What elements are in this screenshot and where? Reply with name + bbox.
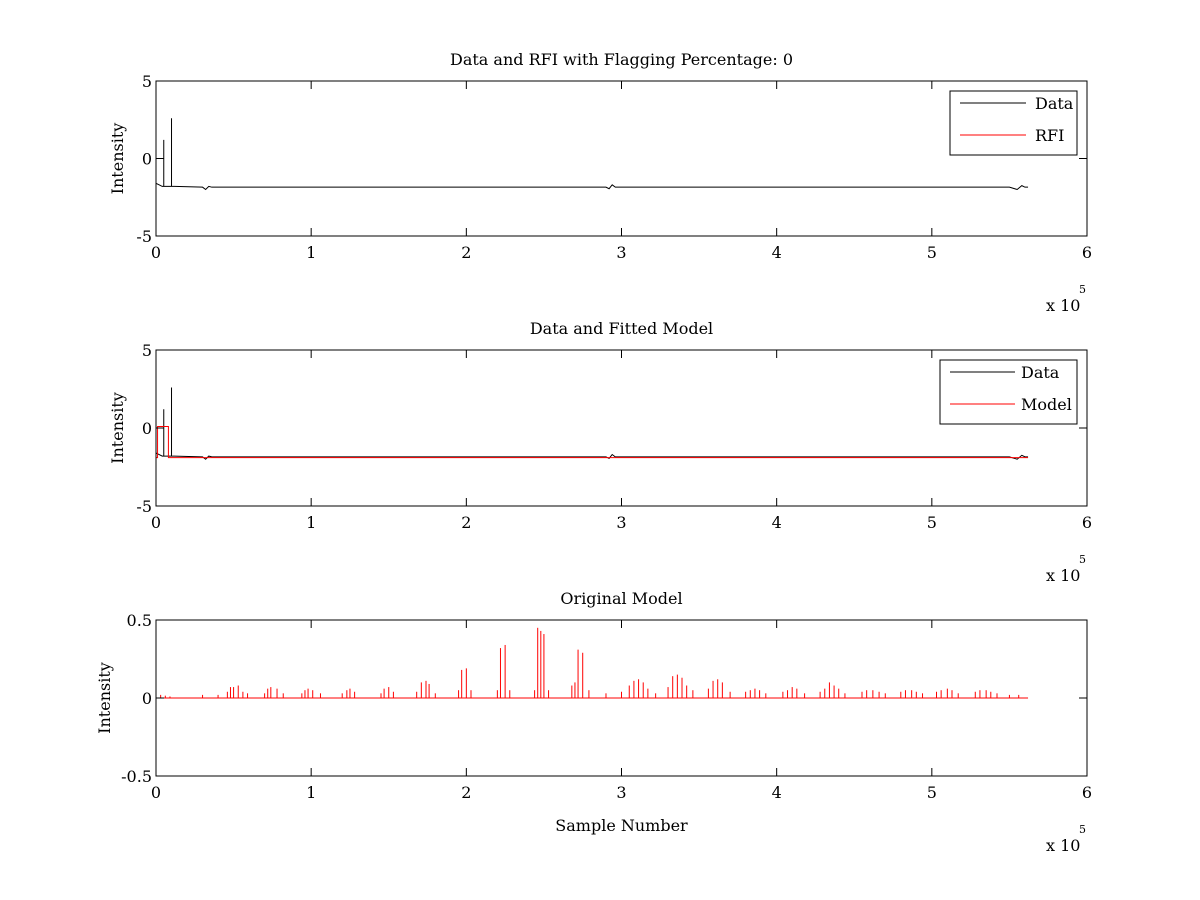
x-axis-label: Sample Number [555, 816, 688, 835]
y-tick-label: -5 [136, 227, 152, 246]
plot-area [156, 350, 1087, 506]
x-tick-label: 0 [151, 243, 161, 262]
x-tick-label: 5 [927, 783, 937, 802]
x-multiplier-label: x 10 [1046, 296, 1080, 315]
x-tick-label: 6 [1082, 783, 1092, 802]
legend-box [949, 90, 1078, 156]
x-tick-label: 6 [1082, 243, 1092, 262]
x-multiplier-exponent: 5 [1079, 553, 1086, 566]
legend: Data Model [939, 359, 1078, 425]
data-layer [156, 118, 1029, 191]
y-tick-label: -0.5 [121, 767, 152, 786]
legend-label-data: Data [1035, 94, 1074, 113]
chart-title: Data and RFI with Flagging Percentage: 0 [450, 50, 793, 69]
y-tick-label: 0 [142, 689, 152, 708]
x-tick-label: 4 [772, 243, 782, 262]
plot-area [156, 81, 1087, 236]
x-tick-label: 1 [306, 783, 316, 802]
x-tick-label: 5 [927, 243, 937, 262]
x-multiplier-label: x 10 [1046, 836, 1080, 855]
x-tick-label: 1 [306, 513, 316, 532]
x-multiplier-exponent: 5 [1079, 823, 1086, 836]
data-layer [156, 627, 1029, 699]
legend-label-data: Data [1021, 363, 1060, 382]
x-tick-label: 6 [1082, 513, 1092, 532]
y-tick-label: 5 [142, 72, 152, 91]
x-tick-label: 5 [927, 513, 937, 532]
y-tick-label: -5 [136, 497, 152, 516]
legend-box [939, 359, 1078, 425]
x-tick-label: 0 [151, 513, 161, 532]
legend: Data RFI [949, 90, 1078, 156]
x-tick-label: 4 [772, 783, 782, 802]
x-tick-label: 2 [461, 783, 471, 802]
series-line-data [156, 387, 1029, 460]
chart-title: Original Model [560, 589, 682, 608]
series-line-data [156, 118, 1029, 191]
x-tick-label: 0 [151, 783, 161, 802]
x-multiplier-exponent: 5 [1079, 283, 1086, 296]
x-tick-label: 2 [461, 513, 471, 532]
x-tick-label: 3 [616, 243, 626, 262]
y-tick-label: 0.5 [127, 611, 152, 630]
chart-title: Data and Fitted Model [530, 319, 713, 338]
y-tick-label: 0 [142, 419, 152, 438]
legend-label-model: Model [1021, 395, 1072, 414]
legend-label-rfi: RFI [1035, 126, 1064, 145]
y-axis-label: Intensity [95, 662, 114, 734]
series-line-model [156, 425, 1029, 459]
x-tick-label: 4 [772, 513, 782, 532]
y-tick-label: 0 [142, 150, 152, 169]
x-tick-label: 3 [616, 513, 626, 532]
x-tick-label: 2 [461, 243, 471, 262]
x-tick-label: 1 [306, 243, 316, 262]
x-multiplier-label: x 10 [1046, 566, 1080, 585]
y-tick-label: 5 [142, 341, 152, 360]
y-axis-label: Intensity [108, 392, 127, 464]
x-tick-label: 3 [616, 783, 626, 802]
y-axis-label: Intensity [108, 123, 127, 195]
data-layer [156, 387, 1029, 460]
